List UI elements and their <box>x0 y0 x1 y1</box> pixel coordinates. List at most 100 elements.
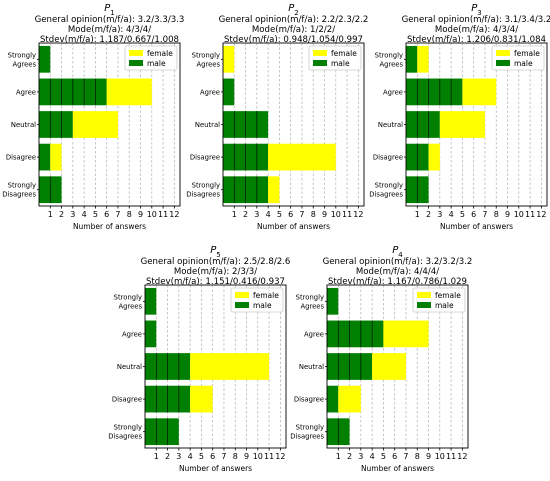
legend-label-male: male <box>147 59 166 68</box>
x-tick-label: 5 <box>460 210 465 219</box>
chart-title-subscript: 1 <box>110 9 114 17</box>
plot-frame <box>38 42 181 207</box>
x-tick-label: 6 <box>210 452 215 461</box>
legend-label-male: male <box>435 301 454 310</box>
x-tick-label: 10 <box>514 210 524 219</box>
legend-label-male: male <box>331 59 350 68</box>
category-label: Neutral <box>11 121 36 129</box>
chart-subtitle-line: General opinion(m/f/a): 3.2/3.2/3.2 <box>323 257 473 267</box>
x-tick-label: 8 <box>233 452 238 461</box>
category-label: Agree <box>16 88 36 96</box>
category-label: Agrees <box>300 302 324 310</box>
category-label: Disagrees <box>369 191 403 199</box>
x-tick-label: 12 <box>536 210 546 219</box>
bar-male <box>145 320 157 348</box>
bar-male <box>39 143 51 171</box>
x-tick-label: 1 <box>154 452 159 461</box>
legend-swatch-male <box>417 302 431 308</box>
legend-label-female: female <box>147 49 173 58</box>
category-label: Agrees <box>379 60 403 68</box>
chart-title: P2 <box>288 3 299 17</box>
x-tick-label: 1 <box>232 210 237 219</box>
x-axis-label: Number of answers <box>361 464 434 473</box>
legend-swatch-male <box>129 60 143 66</box>
x-tick-label: 1 <box>48 210 53 219</box>
category-label: Disagree <box>112 396 142 404</box>
bar-female <box>190 385 213 413</box>
x-tick-label: 9 <box>244 452 249 461</box>
bar-male <box>406 111 440 138</box>
x-tick-label: 11 <box>158 210 168 219</box>
chart-title: P3 <box>471 3 482 17</box>
bar-male <box>406 78 463 106</box>
x-tick-label: 7 <box>221 452 226 461</box>
x-tick-label: 7 <box>115 210 120 219</box>
x-tick-label: 4 <box>370 452 375 461</box>
x-tick-label: 9 <box>138 210 143 219</box>
x-tick-label: 2 <box>59 210 64 219</box>
bar-female <box>372 353 406 380</box>
bar-female <box>439 111 485 138</box>
legend-label-male: male <box>514 59 533 68</box>
legend-swatch-female <box>496 50 510 56</box>
category-label: Agree <box>200 88 220 96</box>
category-label: Agrees <box>12 60 36 68</box>
bar-female <box>190 353 270 380</box>
legend-label-male: male <box>253 301 272 310</box>
legend-swatch-male <box>496 60 510 66</box>
x-axis-label: Number of answers <box>257 222 330 231</box>
category-label: Strongly <box>375 182 403 190</box>
x-tick-label: 11 <box>342 210 352 219</box>
category-label: Strongly <box>375 51 403 59</box>
bar-female <box>383 320 429 348</box>
x-tick-label: 10 <box>331 210 341 219</box>
legend-label-female: female <box>435 291 461 300</box>
category-label: Strongly <box>114 424 142 432</box>
x-tick-label: 3 <box>358 452 363 461</box>
x-tick-label: 5 <box>93 210 98 219</box>
bar-male <box>406 45 418 73</box>
category-label: Agree <box>383 88 403 96</box>
x-tick-label: 4 <box>266 210 271 219</box>
chart-title-subscript: 2 <box>294 9 298 17</box>
x-tick-label: 9 <box>426 452 431 461</box>
x-tick-label: 4 <box>188 452 193 461</box>
chart-title-subscript: 5 <box>216 251 220 259</box>
chart-subtitle-line: General opinion(m/f/a): 2.5/2.8/2.6 <box>141 257 291 267</box>
x-tick-label: 8 <box>494 210 499 219</box>
x-tick-label: 10 <box>147 210 157 219</box>
legend-swatch-male <box>313 60 327 66</box>
x-tick-label: 8 <box>311 210 316 219</box>
chart-title: P5 <box>210 245 221 259</box>
x-tick-label: 2 <box>243 210 248 219</box>
x-tick-label: 7 <box>482 210 487 219</box>
bar-female <box>106 78 152 106</box>
bar-male <box>327 320 384 348</box>
chart-title: P4 <box>392 245 403 259</box>
x-tick-label: 3 <box>176 452 181 461</box>
chart-title-subscript: 3 <box>477 9 481 17</box>
x-tick-label: 11 <box>446 452 456 461</box>
chart-subtitle-line: General opinion(m/f/a): 3.2/3.3/3.3 <box>35 15 185 25</box>
chart-subtitle-line: Mode(m/f/a): 4/3/4/ <box>68 25 151 35</box>
x-tick-label: 9 <box>505 210 510 219</box>
x-tick-label: 6 <box>104 210 109 219</box>
x-tick-label: 12 <box>353 210 363 219</box>
legend-swatch-female <box>313 50 327 56</box>
bar-female <box>428 143 440 171</box>
chart-subtitle-line: Mode(m/f/a): 2/3/3/ <box>174 267 257 277</box>
x-tick-label: 3 <box>437 210 442 219</box>
bar-male <box>39 111 73 138</box>
x-tick-label: 11 <box>264 452 274 461</box>
chart-subtitle-line: Stdev(m/f/a): 1.167/0.786/1.029 <box>328 277 467 287</box>
legend-swatch-female <box>129 50 143 56</box>
chart-subtitle-line: Stdev(m/f/a): 1.206/0.831/1.084 <box>407 35 546 45</box>
x-tick-label: 7 <box>299 210 304 219</box>
bar-male <box>145 287 157 315</box>
x-tick-label: 12 <box>169 210 179 219</box>
category-label: Disagrees <box>2 191 36 199</box>
chart-title: P1 <box>104 3 115 17</box>
x-tick-label: 11 <box>525 210 535 219</box>
